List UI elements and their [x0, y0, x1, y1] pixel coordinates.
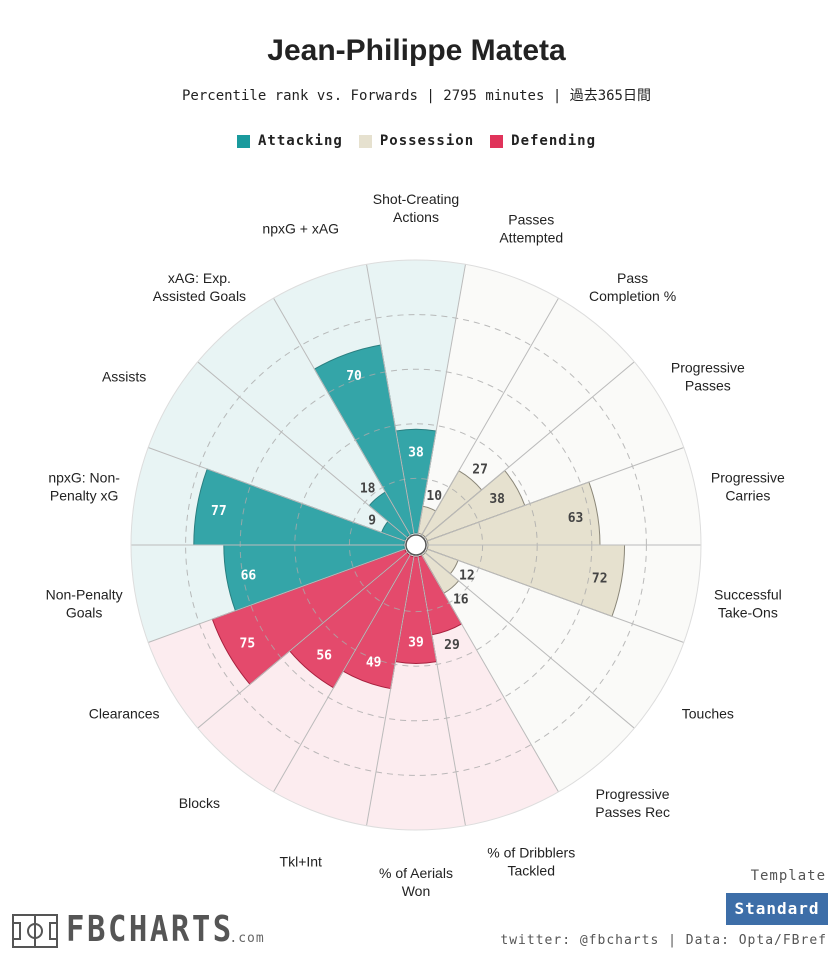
category-label: Passes Attempted [499, 211, 563, 245]
background-wedge [425, 549, 684, 729]
pitch-icon [12, 914, 58, 948]
spoke-line [273, 297, 417, 546]
category-label: Shot-Creating Actions [373, 191, 459, 225]
category-label: Progressive Carries [711, 469, 785, 503]
value-label: 63 [568, 511, 584, 526]
legend-label-attacking: Attacking [257, 133, 343, 149]
background-wedge [197, 298, 410, 538]
legend: Attacking Possession Defending [0, 133, 833, 149]
value-label: 66 [241, 569, 257, 584]
logo-suffix: .com [229, 931, 265, 946]
category-label: Successful Take-Ons [714, 587, 782, 621]
spoke-line [415, 264, 466, 546]
outer-circle [130, 259, 702, 831]
value-label: 10 [426, 489, 442, 504]
legend-swatch-possession [358, 134, 372, 148]
category-label: Clearances [89, 706, 160, 722]
spoke-line [415, 361, 635, 546]
spoke-line [415, 544, 684, 643]
category-label: Blocks [179, 795, 220, 811]
template-badge: Standard [726, 893, 828, 925]
value-label: 77 [211, 504, 227, 519]
legend-label-possession: Possession [379, 133, 475, 149]
spoke-line [148, 447, 417, 546]
center-circle [405, 534, 427, 556]
value-label: 39 [408, 635, 424, 650]
category-label: Progressive Passes Rec [595, 786, 670, 820]
value-label: 27 [472, 463, 488, 478]
value-label: 18 [360, 481, 376, 496]
spoke-line [415, 544, 559, 793]
spoke-line [415, 447, 684, 546]
value-label: 70 [346, 369, 362, 384]
background-wedge [366, 260, 466, 534]
value-label: 72 [592, 571, 608, 586]
spoke-line [366, 544, 417, 826]
value-bar [193, 468, 406, 546]
category-label: Non-Penalty Goals [46, 587, 123, 621]
spoke-line [197, 544, 417, 729]
category-label: npxG: Non-Penalty xG [48, 469, 120, 503]
legend-swatch-attacking [236, 134, 250, 148]
template-label: Template [750, 868, 826, 884]
background-wedge [366, 556, 466, 830]
legend-label-defending: Defending [511, 133, 596, 149]
fbcharts-logo: FBCHARTS .com [12, 908, 265, 948]
category-label: Progressive Passes [671, 360, 745, 394]
spoke-line [415, 544, 635, 729]
value-label: 9 [368, 514, 376, 529]
chart-title: Jean-Philippe Mateta [267, 34, 566, 67]
spoke-line [415, 544, 466, 826]
value-label: 49 [366, 655, 382, 670]
category-label: Assists [102, 369, 146, 385]
background-wedge [422, 552, 635, 792]
legend-item-defending: Defending [490, 133, 596, 149]
category-label: % of Dribblers Tackled [487, 845, 575, 879]
credits: twitter: @fbcharts | Data: Opta/FBref [500, 933, 827, 948]
category-label: npxG + xAG [262, 220, 339, 236]
value-label: 38 [408, 445, 424, 460]
category-label: % of Aerials Won [379, 865, 453, 899]
spoke-line [366, 264, 417, 546]
category-label: xAG: Exp. Assisted Goals [153, 270, 246, 304]
category-label: Touches [682, 706, 734, 722]
value-label: 75 [240, 636, 256, 651]
value-bar [211, 548, 408, 686]
value-label: 56 [316, 648, 332, 663]
background-wedge [148, 361, 407, 541]
spoke-line [197, 361, 417, 546]
value-bar [426, 544, 626, 617]
chart-subtitle: Percentile rank vs. Forwards | 2795 minu… [181, 88, 651, 104]
legend-swatch-defending [490, 134, 504, 148]
background-wedge [422, 298, 635, 538]
legend-item-possession: Possession [358, 133, 475, 149]
logo-text: FBCHARTS [66, 909, 234, 950]
legend-item-attacking: Attacking [236, 133, 343, 149]
spoke-line [415, 297, 559, 546]
background-wedge [418, 264, 559, 535]
value-label: 38 [489, 492, 505, 507]
spoke-line [273, 544, 417, 793]
category-label: Tkl+Int [280, 854, 323, 870]
value-label: 16 [453, 592, 469, 607]
category-label: Pass Completion % [589, 270, 676, 304]
value-label: 12 [459, 568, 475, 583]
value-label: 29 [444, 638, 460, 653]
spoke-line [148, 544, 417, 643]
